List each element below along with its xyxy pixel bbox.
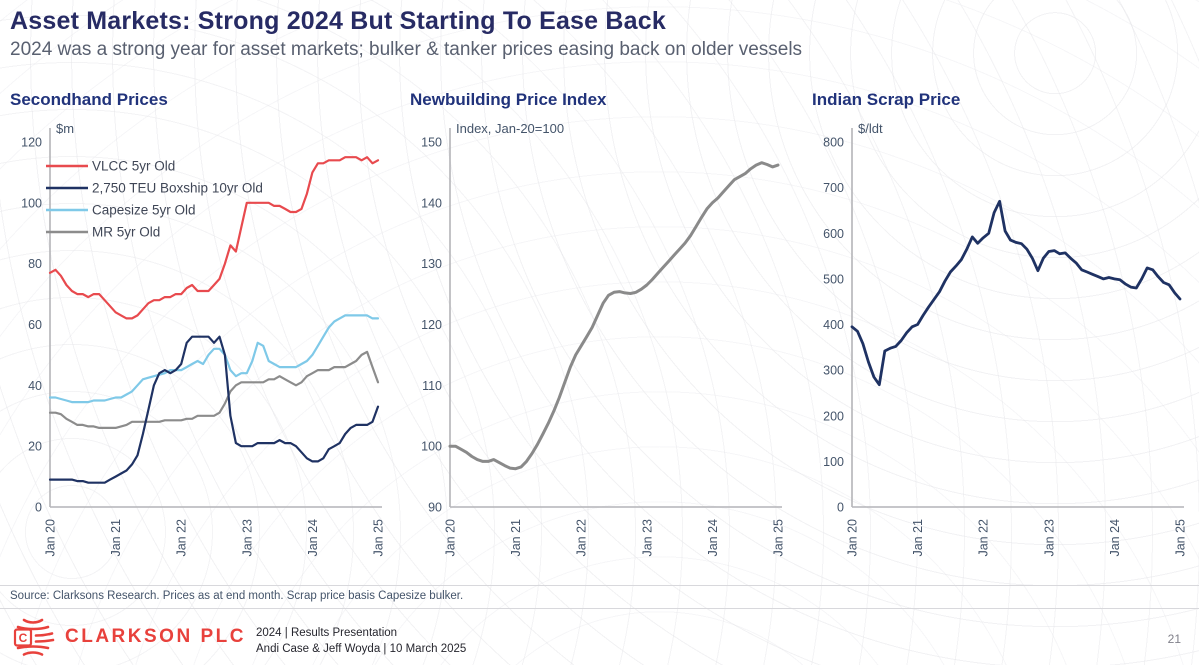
chart-panel-newbuilding-price-index: Newbuilding Price Index 90 100 110 120 130 14…: [404, 88, 796, 596]
divider-line-bottom: [0, 608, 1199, 609]
legend-label: Capesize 5yr Old: [92, 203, 196, 218]
footer-authors-line: Andi Case & Jeff Woyda | 10 March 2025: [256, 643, 467, 656]
svg-text:Jan 24: Jan 24: [1108, 519, 1122, 557]
x-axis-tick-labels: Jan 20 Jan 21 Jan 22 Jan 23 Jan 24 Jan 25: [846, 519, 1188, 557]
indian-scrap-price-line-chart: 0 100 200 300 400 500 600 700 800 Jan 20 Jan 21 Jan…: [806, 118, 1198, 596]
svg-text:0: 0: [35, 501, 42, 515]
svg-text:Jan 23: Jan 23: [1042, 519, 1056, 557]
legend-label: VLCC 5yr Old: [92, 159, 175, 174]
svg-text:150: 150: [421, 136, 442, 150]
unit-label: $m: [56, 121, 74, 136]
chart-title-indian-scrap-price: Indian Scrap Price: [812, 90, 961, 109]
chart-panel-indian-scrap-price: Indian Scrap Price 0 100 200 300 400 500 600 70…: [806, 88, 1198, 596]
svg-text:60: 60: [28, 318, 42, 332]
svg-text:Jan 23: Jan 23: [240, 519, 254, 557]
svg-text:200: 200: [823, 409, 844, 423]
svg-text:140: 140: [421, 196, 442, 210]
svg-text:120: 120: [421, 318, 442, 332]
svg-text:80: 80: [28, 257, 42, 271]
svg-text:Jan 23: Jan 23: [640, 519, 654, 557]
page-subtitle: 2024 was a strong year for asset markets…: [10, 39, 803, 60]
x-axis-tick-labels: Jan 20 Jan 21 Jan 22 Jan 23 Jan 24 Jan 25: [44, 519, 386, 557]
series-line-indian-scrap-price: [850, 199, 1182, 387]
clarkson-globe-c-icon: C: [13, 618, 55, 656]
footer-presentation-line: 2024 | Results Presentation: [256, 627, 398, 639]
svg-text:Jan 22: Jan 22: [575, 519, 589, 557]
newbuilding-price-index-line-chart: 90 100 110 120 130 140 150 Jan 20 Jan 21 Jan 22 Ja…: [404, 118, 796, 596]
svg-text:600: 600: [823, 227, 844, 241]
svg-text:130: 130: [421, 257, 442, 271]
x-axis-tick-labels: Jan 20 Jan 21 Jan 22 Jan 23 Jan 24 Jan 25: [444, 519, 786, 557]
svg-text:120: 120: [21, 136, 42, 150]
svg-text:20: 20: [28, 440, 42, 454]
clarkson-logo-text: CLARKSON PLC: [65, 626, 246, 647]
svg-text:700: 700: [823, 181, 844, 195]
legend-label: 2,750 TEU Boxship 10yr Old: [92, 181, 263, 196]
chart-title-secondhand-prices: Secondhand Prices: [10, 90, 168, 109]
svg-text:Jan 21: Jan 21: [911, 519, 925, 557]
svg-text:40: 40: [28, 379, 42, 393]
series-line-2-750-teu-boxship-10yr-old: [48, 335, 380, 484]
svg-text:100: 100: [421, 440, 442, 454]
chart-panel-secondhand-prices: Secondhand Prices 0 20 40 60 80 100 120 Jan 20 J…: [4, 88, 396, 596]
series-line-capesize-5yr-old: [48, 314, 380, 404]
legend-label: MR 5yr Old: [92, 225, 160, 240]
source-note: Source: Clarksons Research. Prices as at…: [10, 590, 464, 602]
page-title: Asset Markets: Strong 2024 But Starting …: [10, 7, 666, 35]
svg-text:100: 100: [21, 196, 42, 210]
svg-text:110: 110: [422, 379, 442, 393]
svg-text:Jan 22: Jan 22: [175, 519, 189, 557]
svg-text:100: 100: [823, 455, 844, 469]
svg-text:Jan 20: Jan 20: [44, 519, 58, 557]
y-axis-tick-labels: 90 100 110 120 130 140 150: [421, 136, 442, 515]
svg-text:Jan 21: Jan 21: [109, 519, 123, 557]
divider-line-top: [0, 585, 1199, 586]
svg-text:90: 90: [428, 501, 442, 515]
svg-text:Jan 22: Jan 22: [977, 519, 991, 557]
unit-label: $/ldt: [858, 121, 883, 136]
svg-text:Jan 24: Jan 24: [306, 519, 320, 557]
y-axis-tick-labels: 0 20 40 60 80 100 120: [21, 136, 42, 515]
series-line-vlcc-5yr-old: [48, 156, 380, 320]
svg-text:300: 300: [823, 364, 844, 378]
clarkson-logo: C CLARKSON PLC: [10, 616, 246, 658]
svg-text:Jan 24: Jan 24: [706, 519, 720, 557]
unit-label: Index, Jan-20=100: [456, 121, 564, 136]
svg-text:800: 800: [823, 136, 844, 150]
series-line-newbuilding-price-index: [448, 161, 780, 471]
chart-title-newbuilding-price-index: Newbuilding Price Index: [410, 90, 607, 109]
svg-text:Jan 21: Jan 21: [509, 519, 523, 557]
secondhand-prices-line-chart: 0 20 40 60 80 100 120 Jan 20 Jan 21 Jan 22 Jan 23 J…: [4, 118, 396, 596]
svg-text:0: 0: [837, 501, 844, 515]
svg-text:400: 400: [823, 318, 844, 332]
svg-text:Jan 25: Jan 25: [772, 519, 786, 557]
svg-text:Jan 25: Jan 25: [372, 519, 386, 557]
svg-text:Jan 20: Jan 20: [444, 519, 458, 557]
svg-text:Jan 20: Jan 20: [846, 519, 860, 557]
svg-text:Jan 25: Jan 25: [1174, 519, 1188, 557]
page-number: 21: [1167, 632, 1181, 646]
chart-legend: VLCC 5yr Old 2,750 TEU Boxship 10yr Old Ca…: [46, 159, 263, 240]
svg-text:500: 500: [823, 272, 844, 286]
y-axis-tick-labels: 0 100 200 300 400 500 600 700 800: [823, 136, 844, 515]
footer-presentation-info: 2024 | Results Presentation Andi Case & …: [256, 625, 466, 657]
series-line-mr-5yr-old: [48, 350, 380, 429]
svg-text:C: C: [19, 631, 28, 645]
